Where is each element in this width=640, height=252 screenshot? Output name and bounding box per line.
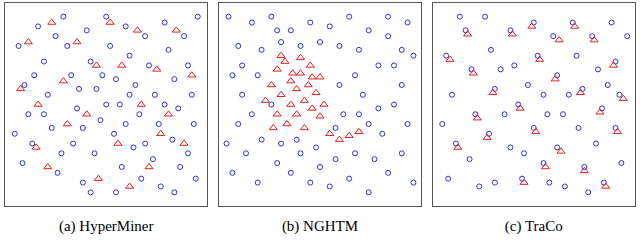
svg-text:(a) HyperMiner: (a) HyperMiner	[59, 218, 154, 235]
svg-text:(b) NGHTM: (b) NGHTM	[282, 218, 358, 235]
svg-text:(c) TraCo: (c) TraCo	[505, 218, 563, 235]
